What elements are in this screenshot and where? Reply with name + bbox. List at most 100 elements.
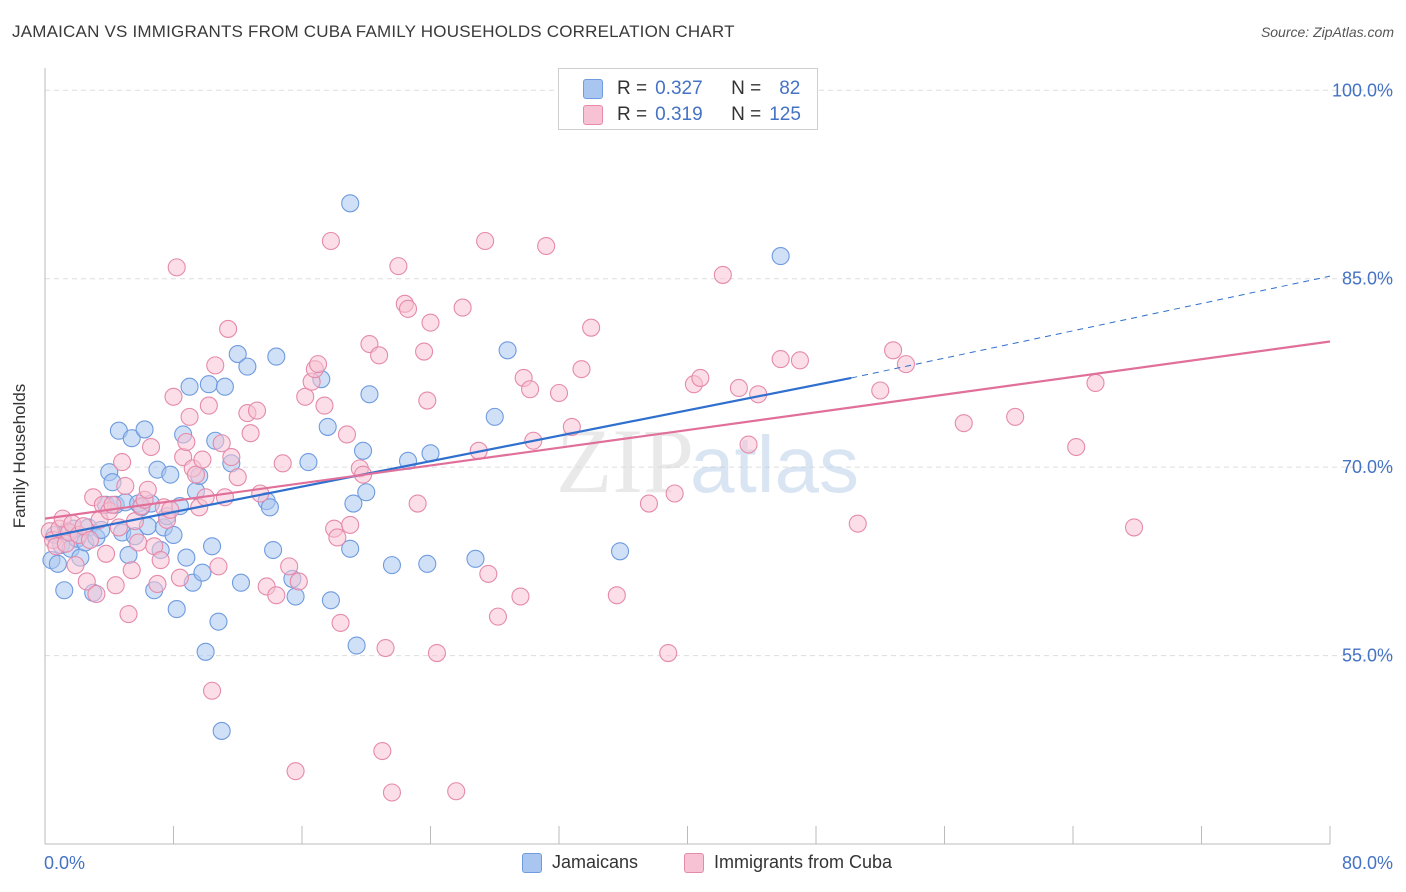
- data-point: [180, 407, 199, 426]
- data-point: [347, 636, 366, 655]
- data-point: [48, 554, 67, 573]
- r-label: R =: [617, 78, 648, 99]
- data-point: [321, 591, 340, 610]
- chart-title: JAMAICAN VS IMMIGRANTS FROM CUBA FAMILY …: [12, 22, 735, 41]
- x-tick-label: 80.0%: [1342, 853, 1393, 873]
- data-point: [427, 643, 446, 663]
- data-point: [485, 407, 504, 426]
- axes: [44, 68, 1331, 845]
- data-point: [219, 319, 238, 338]
- data-point: [209, 612, 228, 631]
- data-point: [199, 375, 218, 394]
- data-point: [713, 265, 732, 284]
- data-point: [896, 355, 916, 374]
- x-tick-label: 0.0%: [44, 853, 85, 873]
- data-point: [562, 417, 581, 436]
- data-point: [771, 247, 790, 266]
- data-point: [164, 387, 183, 406]
- data-point: [161, 465, 180, 484]
- data-point: [148, 574, 167, 594]
- data-point: [267, 347, 286, 366]
- r-label: R =: [617, 104, 648, 125]
- trend-line-jamaicans: [44, 376, 852, 539]
- data-point: [212, 721, 231, 740]
- data-point: [180, 377, 199, 396]
- data-point: [264, 540, 283, 560]
- data-point: [954, 414, 973, 433]
- legend-item-cuba[interactable]: Immigrants from Cuba: [684, 852, 892, 873]
- data-point: [55, 581, 74, 600]
- data-point: [408, 494, 427, 513]
- data-point: [135, 420, 154, 439]
- y-tick-label: 70.0%: [1342, 457, 1393, 477]
- data-point: [373, 741, 392, 761]
- data-point: [309, 355, 328, 374]
- data-point: [521, 380, 540, 399]
- r-value: 0.327: [655, 78, 703, 99]
- data-point: [196, 642, 215, 661]
- data-point: [280, 557, 299, 576]
- data-point: [341, 539, 360, 558]
- data-point: [479, 564, 498, 583]
- data-point: [186, 465, 206, 484]
- data-point: [341, 515, 360, 534]
- data-point: [289, 572, 308, 591]
- data-point: [129, 533, 148, 552]
- data-point: [164, 525, 183, 545]
- data-point: [1086, 373, 1105, 393]
- data-point: [344, 494, 363, 513]
- n-label: N =: [731, 104, 762, 125]
- data-point: [353, 441, 373, 460]
- data-point: [260, 498, 279, 517]
- data-point: [222, 448, 241, 467]
- stats-row-cuba: R = 0.319 N = 125: [583, 103, 801, 127]
- data-point: [498, 341, 517, 360]
- data-point: [177, 432, 196, 452]
- trend-line-cuba: [44, 340, 1331, 520]
- data-point: [141, 437, 161, 457]
- data-point: [273, 454, 292, 473]
- data-point: [370, 346, 389, 365]
- data-point: [80, 530, 100, 550]
- watermark: ZIP atlas: [556, 410, 859, 512]
- stats-swatch-jamaicans: [583, 79, 603, 99]
- trend-lines: [44, 275, 1331, 539]
- data-point: [215, 377, 234, 396]
- data-point: [296, 387, 315, 406]
- n-value: 82: [779, 78, 801, 99]
- data-point: [286, 587, 305, 606]
- data-point: [247, 401, 267, 420]
- data-point: [203, 681, 222, 700]
- legend-swatch-cuba: [684, 852, 704, 873]
- data-point: [357, 483, 376, 502]
- stats-row-jamaicans: R = 0.327 N = 82: [583, 77, 800, 101]
- legend-item-jamaicans[interactable]: Jamaicans: [522, 852, 638, 873]
- data-point: [199, 396, 218, 415]
- n-value: 125: [769, 104, 801, 125]
- data-point: [659, 643, 678, 663]
- data-point: [848, 514, 867, 533]
- data-point: [691, 368, 710, 387]
- data-point: [418, 391, 437, 410]
- data-point: [421, 313, 440, 332]
- legend: Jamaicans Immigrants from Cuba: [0, 852, 1406, 878]
- data-point: [398, 299, 418, 318]
- y-tick-label: 100.0%: [1332, 80, 1393, 100]
- data-point: [315, 396, 334, 415]
- data-point: [113, 453, 132, 472]
- data-point: [607, 586, 626, 605]
- data-point: [167, 600, 186, 619]
- data-point: [193, 450, 212, 469]
- data-point: [476, 231, 495, 251]
- data-point: [537, 236, 556, 256]
- data-point: [382, 556, 402, 575]
- data-point: [389, 257, 408, 276]
- data-point: [206, 356, 225, 375]
- data-point: [341, 194, 360, 213]
- data-point: [241, 424, 260, 443]
- data-point: [771, 350, 790, 369]
- data-point: [639, 494, 659, 513]
- data-point: [96, 544, 116, 563]
- legend-label: Immigrants from Cuba: [714, 852, 893, 872]
